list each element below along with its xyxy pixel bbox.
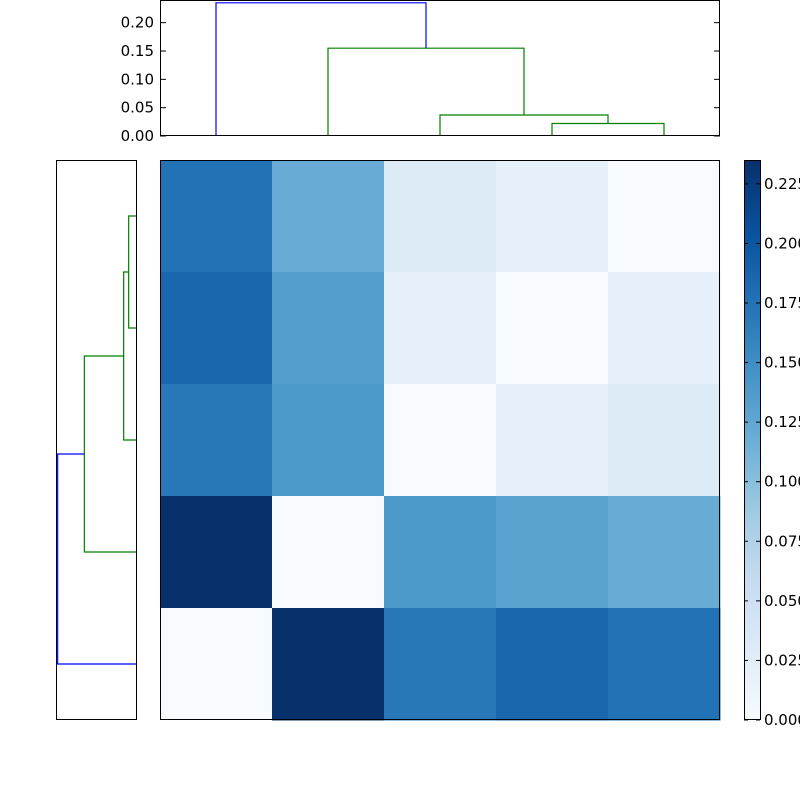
top-dendrogram-ytick-label: 0.15 — [121, 42, 154, 60]
colorbar-tick-label: 0.125 — [764, 413, 800, 431]
heatmap-frame — [160, 160, 720, 720]
left-dendrogram-link-3 — [57, 453, 136, 665]
heatmap-cell-r3-c4 — [608, 496, 721, 609]
heatmap-cell-r2-c3 — [496, 384, 609, 497]
heatmap-cell-r1-c0 — [160, 272, 273, 385]
colorbar-tick-label: 0.225 — [764, 175, 800, 193]
colorbar-tick-label: 0.050 — [764, 592, 800, 610]
heatmap-cell-r2-c0 — [160, 384, 273, 497]
heatmap-cell-r3-c1 — [272, 496, 385, 609]
left-dendrogram — [56, 160, 137, 720]
heatmap-cell-r4-c3 — [496, 608, 609, 721]
heatmap-cell-r0-c4 — [608, 160, 721, 273]
top-dendrogram-ytick-label: 0.20 — [121, 14, 154, 32]
heatmap — [160, 160, 721, 721]
heatmap-cell-r2-c2 — [384, 384, 497, 497]
heatmap-cell-r2-c4 — [608, 384, 721, 497]
colorbar: 0.000 0.025 0.050 0.075 0.100 0.125 0.150 0.175… — [744, 160, 800, 729]
colorbar-tick-label: 0.100 — [764, 473, 800, 491]
colorbar-tick-label: 0.150 — [764, 354, 800, 372]
heatmap-cell-r3-c0 — [160, 496, 273, 609]
colorbar-tick-label: 0.175 — [764, 294, 800, 312]
heatmap-cell-r3-c2 — [384, 496, 497, 609]
heatmap-cell-r0-c2 — [384, 160, 497, 273]
heatmap-cell-r4-c2 — [384, 608, 497, 721]
heatmap-cell-r4-c4 — [608, 608, 721, 721]
heatmap-cell-r0-c3 — [496, 160, 609, 273]
colorbar-tick-label: 0.200 — [764, 234, 800, 252]
top-dendrogram-link-3 — [215, 2, 427, 136]
heatmap-cell-r1-c2 — [384, 272, 497, 385]
heatmap-cell-r0-c1 — [272, 160, 385, 273]
left-dendrogram-frame — [56, 160, 137, 720]
heatmap-cell-r1-c4 — [608, 272, 721, 385]
top-dendrogram: 0.00 0.05 0.10 0.15 0.20 — [121, 0, 720, 145]
colorbar-gradient — [744, 160, 760, 720]
heatmap-cell-r1-c3 — [496, 272, 609, 385]
heatmap-cell-r2-c1 — [272, 384, 385, 497]
colorbar-tick-label: 0.000 — [764, 711, 800, 729]
heatmap-cell-r4-c1 — [272, 608, 385, 721]
top-dendrogram-ytick-label: 0.05 — [121, 99, 154, 117]
top-dendrogram-ytick-label: 0.00 — [121, 127, 154, 145]
heatmap-cell-r1-c1 — [272, 272, 385, 385]
colorbar-frame — [744, 160, 761, 720]
colorbar-tick-label: 0.075 — [764, 532, 800, 550]
colorbar-tick-label: 0.025 — [764, 651, 800, 669]
heatmap-cell-r0-c0 — [160, 160, 273, 273]
top-dendrogram-ytick-label: 0.10 — [121, 70, 154, 88]
top-dendrogram-frame — [160, 0, 720, 136]
heatmap-cell-r4-c0 — [160, 608, 273, 721]
heatmap-cell-r3-c3 — [496, 496, 609, 609]
